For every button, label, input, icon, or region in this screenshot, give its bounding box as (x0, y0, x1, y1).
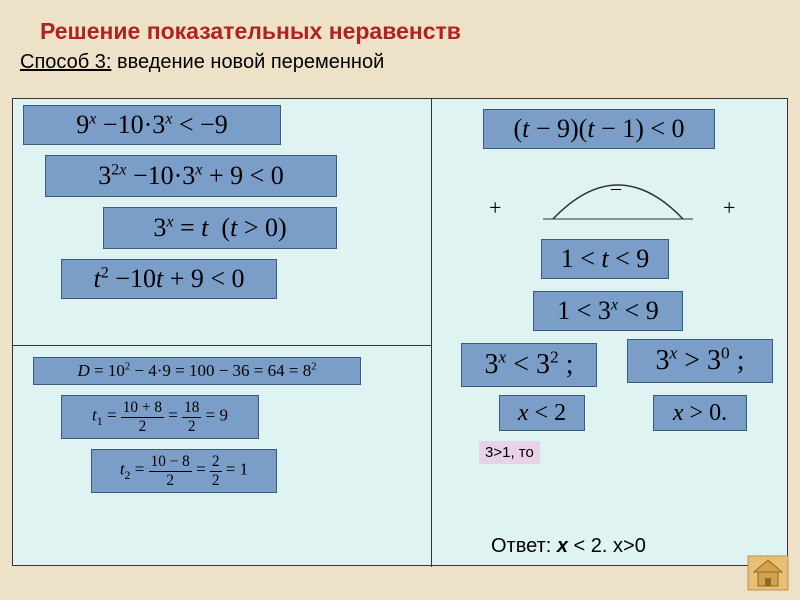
slide: Решение показательных неравенств Способ … (0, 0, 800, 600)
sign-plus-right: + (723, 195, 735, 221)
answer-label: Ответ: (491, 535, 557, 557)
formula-factored: (t − 9)(t − 1) < 0 (483, 109, 715, 149)
answer-rest: < 2. x>0 (568, 535, 646, 557)
content-panel: 9x −10·3x < −9 32x −10·3x + 9 < 0 3x = t… (12, 98, 788, 566)
formula-3x-interval: 1 < 3x < 9 (533, 291, 683, 331)
formula-x-upper: x < 2 (499, 395, 585, 431)
subtitle-prefix: Способ 3: (20, 51, 111, 73)
sign-plus-left: + (489, 195, 501, 221)
formula-quadratic: t2 −10t + 9 < 0 (61, 259, 277, 299)
formula-discriminant: D = 102 − 4·9 = 100 − 36 = 64 = 82 (33, 357, 361, 385)
sign-diagram: + – + (483, 171, 753, 231)
formula-t-interval: 1 < t < 9 (541, 239, 669, 279)
vertical-separator (431, 99, 432, 567)
answer-text: Ответ: x < 2. x>0 (491, 535, 646, 558)
horizontal-separator (13, 345, 431, 346)
base-note: 3>1, то (479, 441, 540, 464)
slide-title: Решение показательных неравенств (0, 0, 800, 49)
formula-substitution: 3x = t (t > 0) (103, 207, 337, 249)
home-icon (746, 554, 790, 592)
formula-upper-bound: 3x < 32 ; (461, 343, 597, 387)
home-button[interactable] (746, 554, 790, 592)
answer-var: x (557, 535, 568, 557)
formula-root-2: t2 = 10 − 82 = 22 = 1 (91, 449, 277, 493)
formula-step-2: 32x −10·3x + 9 < 0 (45, 155, 337, 197)
slide-subtitle: Способ 3: введение новой переменной (0, 49, 800, 80)
subtitle-rest: введение новой переменной (111, 51, 384, 73)
formula-step-1: 9x −10·3x < −9 (23, 105, 281, 145)
formula-x-lower: x > 0. (653, 395, 747, 431)
formula-root-1: t1 = 10 + 82 = 182 = 9 (61, 395, 259, 439)
sign-minus: – (611, 177, 621, 200)
formula-lower-bound: 3x > 30 ; (627, 339, 773, 383)
